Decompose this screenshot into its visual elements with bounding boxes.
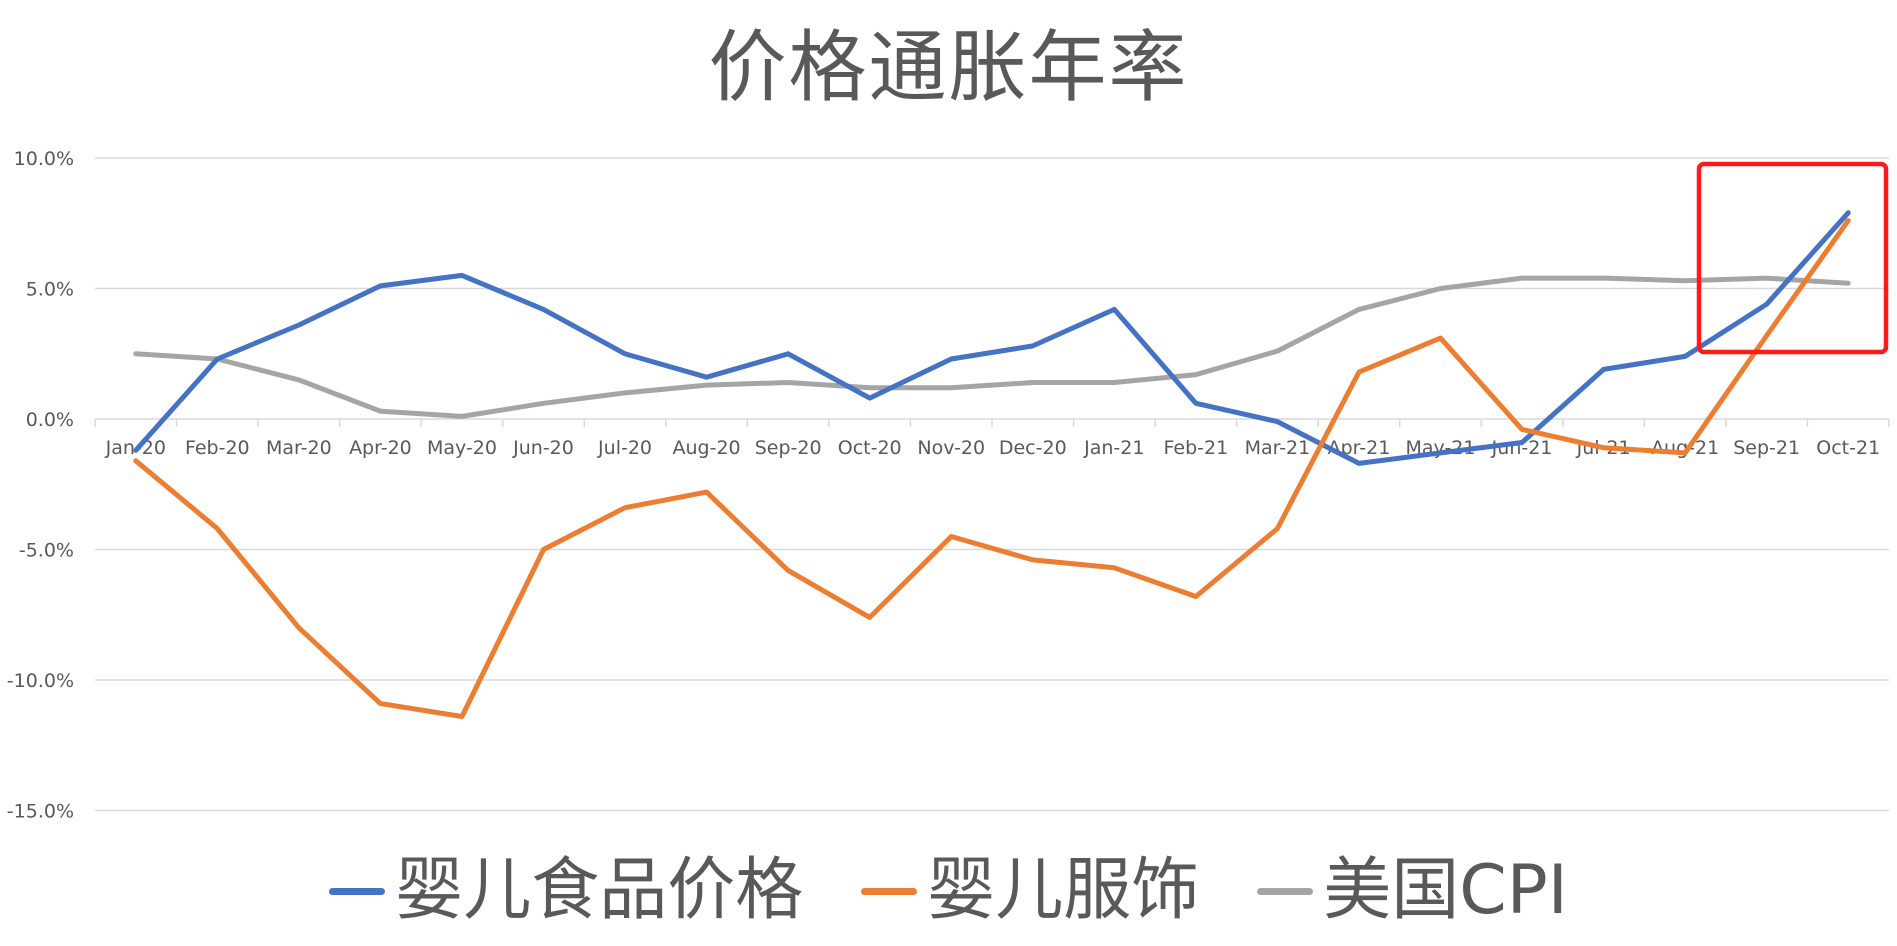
x-axis: Jan-20 Feb-20 Mar-20 Apr-20 May-20 Jun-20 Jul-…: [94, 418, 1890, 459]
legend: 婴儿食品价格 婴儿服饰 美国CPI: [0, 846, 1897, 936]
chart-title: 价格通胀年率: [708, 23, 1189, 113]
x-tick-label: Sep-21: [1733, 437, 1800, 459]
y-tick-label: -15.0%: [7, 801, 74, 823]
x-tick-label: Apr-21: [1328, 437, 1391, 459]
y-tick-label: 0.0%: [26, 409, 74, 431]
legend-item-baby-food[interactable]: 婴儿食品价格: [329, 851, 803, 931]
series-line-1[interactable]: [133, 218, 1851, 719]
x-tick-label: Oct-20: [838, 437, 902, 459]
gridlines: [95, 157, 1889, 812]
series-line-0[interactable]: [133, 210, 1851, 466]
x-tick-label: Jan-21: [1083, 437, 1144, 459]
y-axis-labels: 10.0% 5.0% 0.0% -5.0% -10.0% -15.0%: [7, 148, 74, 823]
legend-item-us-cpi[interactable]: 美国CPI: [1257, 851, 1568, 931]
annotations: [1696, 161, 1889, 355]
legend-label: 婴儿食品价格: [395, 851, 804, 930]
legend-line-icon: [861, 887, 918, 895]
x-tick-label: Mar-21: [1245, 437, 1311, 459]
series-line-2[interactable]: [133, 275, 1851, 419]
legend-line-icon: [1257, 887, 1314, 895]
x-tick-label: Jul-20: [597, 437, 652, 459]
highlight-box: [1696, 161, 1889, 355]
legend-line-icon: [329, 887, 386, 895]
series-lines: [133, 210, 1851, 719]
x-tick-label: Oct-21: [1816, 437, 1880, 459]
x-tick-label: Feb-21: [1164, 437, 1229, 459]
legend-label: 婴儿服饰: [927, 851, 1200, 930]
legend-label: 美国CPI: [1323, 851, 1568, 930]
x-tick-label: May-20: [427, 437, 497, 459]
x-tick-label: Feb-20: [185, 437, 250, 459]
y-tick-label: 10.0%: [14, 148, 74, 170]
x-tick-label: Aug-20: [673, 437, 741, 459]
y-tick-label: -5.0%: [19, 540, 74, 562]
x-tick-label: Sep-20: [755, 437, 822, 459]
x-tick-label: Jun-20: [512, 437, 574, 459]
x-tick-label: Nov-20: [917, 437, 985, 459]
x-tick-label: Apr-20: [349, 437, 412, 459]
x-tick-label: Aug-21: [1651, 437, 1719, 459]
y-tick-label: 5.0%: [26, 279, 74, 301]
y-tick-label: -10.0%: [7, 670, 74, 692]
legend-item-baby-apparel[interactable]: 婴儿服饰: [861, 851, 1199, 931]
x-tick-label: Dec-20: [999, 437, 1067, 459]
x-tick-label: Mar-20: [266, 437, 332, 459]
